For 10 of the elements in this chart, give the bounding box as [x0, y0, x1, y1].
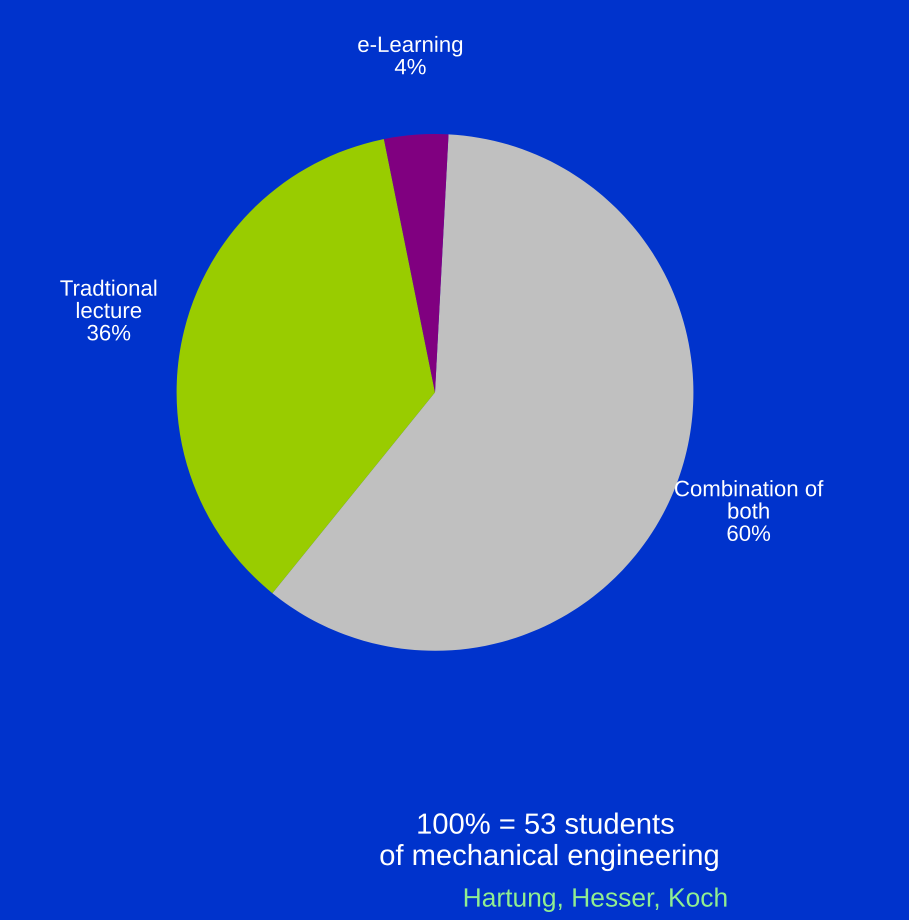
pie-slice [176, 139, 435, 594]
slice-label: Combination of both [675, 480, 824, 519]
pie-slice [384, 134, 449, 392]
text: 100% = 53 students of mechanical engineering [380, 812, 718, 872]
data-label: 4% [394, 58, 426, 74]
slice-label: Tradtional lecture [60, 280, 156, 318]
slice-label: e-Learning [358, 36, 462, 57]
data-label: 60% [728, 525, 770, 542]
data-label: 36% [87, 324, 130, 341]
text: Hartung, Hesser, Koch [464, 887, 726, 912]
